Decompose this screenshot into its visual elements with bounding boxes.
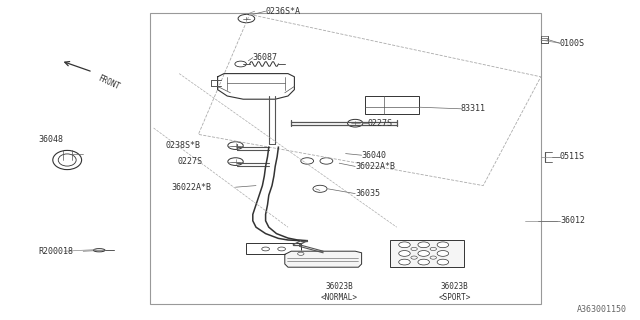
Text: 36048: 36048 bbox=[38, 135, 63, 144]
Text: 36035: 36035 bbox=[355, 189, 380, 198]
Circle shape bbox=[399, 251, 410, 256]
Circle shape bbox=[437, 242, 449, 248]
Circle shape bbox=[437, 251, 449, 256]
Text: 36087: 36087 bbox=[253, 53, 278, 62]
Text: 0227S: 0227S bbox=[178, 157, 203, 166]
Circle shape bbox=[437, 259, 449, 265]
Polygon shape bbox=[285, 251, 362, 267]
Text: FRONT: FRONT bbox=[96, 74, 121, 92]
Text: 0511S: 0511S bbox=[560, 152, 585, 161]
Circle shape bbox=[418, 242, 429, 248]
Text: 0227S: 0227S bbox=[368, 119, 393, 128]
Text: A363001150: A363001150 bbox=[577, 305, 627, 314]
Text: R200018: R200018 bbox=[38, 247, 74, 256]
Text: 36022A*B: 36022A*B bbox=[172, 183, 211, 192]
Text: 0238S*B: 0238S*B bbox=[165, 141, 200, 150]
Text: 36040: 36040 bbox=[362, 151, 387, 160]
Circle shape bbox=[399, 259, 410, 265]
Circle shape bbox=[418, 251, 429, 256]
Text: 36022A*B: 36022A*B bbox=[355, 162, 396, 171]
Bar bbox=[150, 13, 541, 304]
Bar bbox=[365, 96, 419, 114]
Text: 0236S*A: 0236S*A bbox=[266, 7, 301, 16]
Text: 36012: 36012 bbox=[560, 216, 585, 225]
Text: 36023B
<NORMAL>: 36023B <NORMAL> bbox=[321, 282, 358, 301]
Circle shape bbox=[418, 259, 429, 265]
Text: 36023B
<SPORT>: 36023B <SPORT> bbox=[438, 282, 470, 301]
Text: 0100S: 0100S bbox=[560, 39, 585, 48]
Bar bbox=[390, 240, 464, 267]
Text: 83311: 83311 bbox=[461, 104, 486, 113]
Bar bbox=[246, 243, 301, 254]
Circle shape bbox=[399, 242, 410, 248]
